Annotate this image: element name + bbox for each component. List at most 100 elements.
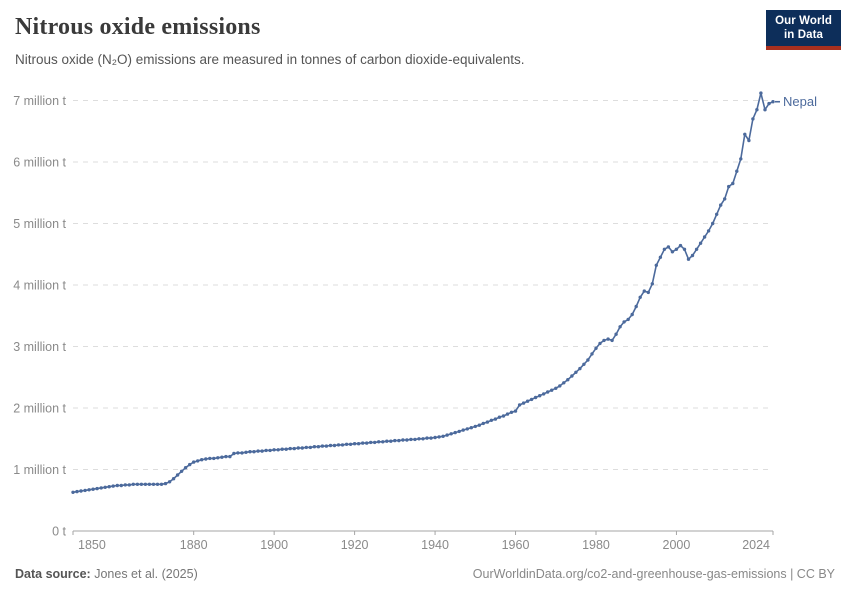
data-point: [179, 469, 184, 473]
x-tick-label: 2000: [663, 538, 691, 552]
data-point: [505, 412, 510, 416]
data-point: [304, 445, 308, 450]
y-tick-label: 1 million t: [13, 463, 66, 477]
x-tick-label: 1960: [502, 538, 530, 552]
data-point: [99, 486, 103, 490]
data-point: [598, 341, 602, 346]
data-point: [212, 456, 216, 461]
data-point: [224, 454, 228, 459]
data-point: [582, 362, 586, 366]
data-point: [566, 378, 570, 382]
chart-subtitle: Nitrous oxide (N₂O) emissions are measur…: [15, 52, 525, 67]
data-point: [626, 317, 630, 322]
data-point: [441, 434, 445, 438]
data-point: [131, 482, 135, 486]
data-point: [155, 482, 160, 486]
data-point: [570, 374, 574, 378]
data-point: [690, 253, 695, 258]
owid-citation-link[interactable]: OurWorldinData.org/co2-and-greenhouse-ga…: [472, 567, 835, 581]
data-point: [735, 169, 739, 173]
data-point: [123, 483, 128, 487]
data-point: [401, 438, 405, 442]
data-point: [369, 440, 373, 445]
data-point: [425, 436, 429, 440]
data-point: [433, 435, 437, 440]
data-point: [308, 445, 313, 450]
data-point: [171, 477, 176, 481]
data-point: [513, 409, 518, 413]
data-point: [240, 451, 244, 455]
data-point: [296, 446, 300, 450]
data-point: [409, 437, 413, 442]
data-point: [461, 428, 465, 432]
data-point: [642, 289, 646, 293]
series-nepal[interactable]: Nepal: [71, 91, 817, 494]
data-point: [686, 257, 691, 261]
data-point: [260, 449, 264, 453]
data-point: [95, 486, 99, 491]
data-point: [481, 421, 485, 426]
data-point: [83, 488, 87, 493]
data-point: [630, 312, 634, 317]
data-point: [385, 439, 389, 443]
data-point: [670, 250, 675, 254]
data-point: [594, 346, 598, 350]
data-point: [763, 108, 767, 112]
data-point: [208, 456, 212, 461]
data-source-value: Jones et al. (2025): [94, 567, 198, 581]
data-point: [747, 138, 751, 143]
data-point: [139, 482, 144, 486]
data-point: [183, 466, 188, 470]
data-point: [622, 320, 626, 324]
data-point: [320, 444, 325, 448]
page-title: Nitrous oxide emissions: [15, 14, 261, 40]
data-point: [300, 446, 304, 450]
owid-logo-line1: Our World: [775, 15, 832, 27]
data-point: [614, 332, 618, 336]
data-point: [236, 451, 240, 455]
data-point: [200, 458, 204, 462]
owid-logo[interactable]: Our World in Data: [766, 10, 841, 50]
data-point: [473, 424, 477, 429]
data-point: [706, 229, 711, 233]
data-point: [163, 481, 168, 486]
data-point: [449, 432, 453, 436]
series-line[interactable]: [72, 92, 774, 494]
data-point: [702, 235, 707, 239]
data-point: [465, 427, 469, 431]
data-point: [312, 445, 317, 449]
data-point: [715, 212, 719, 216]
data-point: [711, 221, 715, 226]
data-point: [574, 370, 578, 374]
data-point: [453, 430, 457, 435]
x-tick-label: 1900: [260, 538, 288, 552]
data-point: [529, 397, 534, 402]
y-tick-label: 3 million t: [13, 340, 66, 354]
data-point: [91, 487, 95, 491]
data-point: [135, 482, 140, 486]
data-point: [723, 197, 727, 201]
data-point: [87, 488, 91, 492]
data-point: [719, 203, 723, 207]
data-point: [147, 482, 152, 486]
series-end-label[interactable]: Nepal: [783, 94, 817, 109]
data-point: [429, 436, 433, 440]
data-point: [682, 247, 687, 251]
data-point: [533, 395, 538, 400]
data-point: [288, 446, 292, 451]
data-point: [192, 460, 196, 464]
data-point: [71, 490, 75, 494]
data-point: [268, 448, 272, 453]
data-point: [119, 483, 124, 488]
data-point: [521, 401, 526, 405]
data-point: [316, 445, 321, 449]
data-point: [437, 435, 441, 439]
data-point: [590, 352, 594, 356]
data-point: [731, 181, 735, 186]
data-point: [727, 184, 731, 189]
data-point: [175, 473, 180, 477]
data-point: [248, 450, 252, 454]
data-point: [497, 415, 502, 419]
data-point: [356, 442, 361, 446]
data-point: [397, 438, 401, 443]
